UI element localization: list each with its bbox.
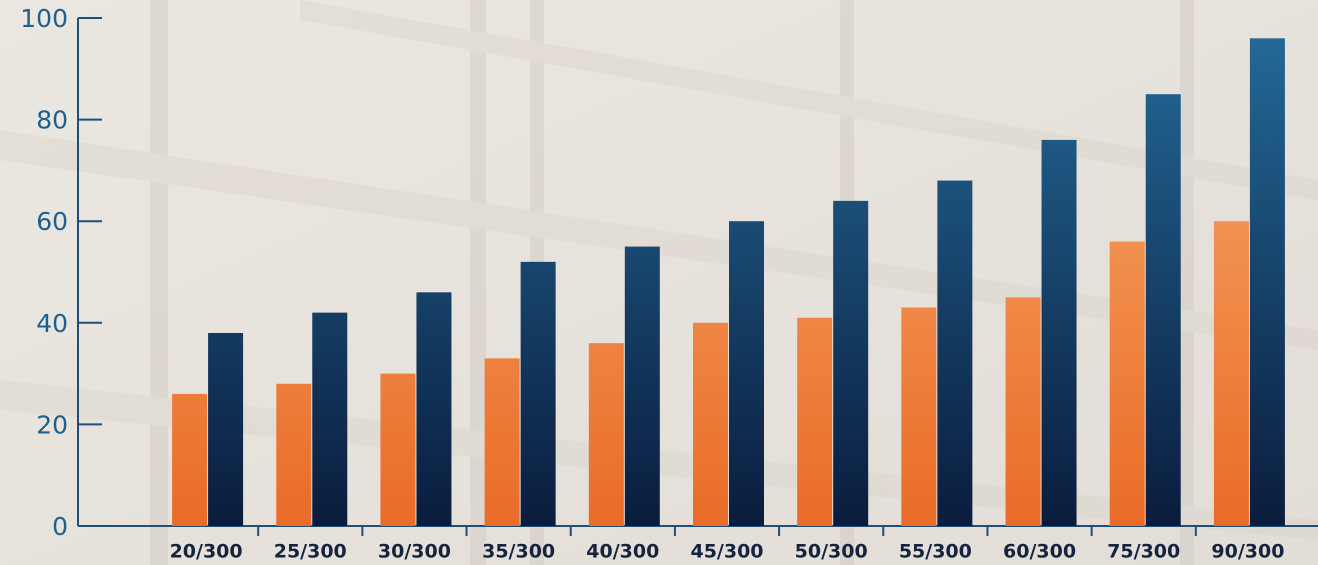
x-tick-label: 30/300 xyxy=(378,541,451,563)
bar xyxy=(208,332,244,526)
y-tick-label: 0 xyxy=(52,512,68,541)
y-tick-label: 80 xyxy=(36,106,68,135)
bar xyxy=(312,312,348,526)
bar xyxy=(1109,241,1145,526)
bar xyxy=(520,261,556,526)
x-tick-label: 90/300 xyxy=(1211,541,1284,563)
x-tick-label: 40/300 xyxy=(586,541,659,563)
bar xyxy=(172,393,208,526)
x-tick-label: 45/300 xyxy=(690,541,763,563)
bar xyxy=(937,180,973,526)
x-tick-label: 20/300 xyxy=(170,541,243,563)
bar xyxy=(588,343,624,526)
x-tick-label: 50/300 xyxy=(795,541,868,563)
bar xyxy=(1041,139,1077,527)
x-tick-label: 35/300 xyxy=(482,541,555,563)
bar xyxy=(833,200,869,526)
bar xyxy=(693,322,728,526)
bar xyxy=(484,358,520,526)
bar xyxy=(416,292,452,526)
bar xyxy=(1005,297,1041,526)
y-tick-label: 100 xyxy=(20,4,68,33)
x-tick-label: 75/300 xyxy=(1107,541,1180,563)
bar xyxy=(276,383,312,526)
y-tick-label: 20 xyxy=(36,410,68,439)
bar xyxy=(729,221,764,526)
bar xyxy=(1249,38,1285,526)
x-tick-label: 60/300 xyxy=(1003,541,1076,563)
bar xyxy=(624,246,660,526)
bar xyxy=(1145,94,1181,526)
x-tick-label: 55/300 xyxy=(899,541,972,563)
x-tick-label: 25/300 xyxy=(274,541,347,563)
y-tick-label: 60 xyxy=(36,207,68,236)
bar xyxy=(797,317,833,526)
bar xyxy=(901,307,937,526)
bar xyxy=(380,373,416,526)
bar xyxy=(1213,221,1249,526)
y-tick-label: 40 xyxy=(36,309,68,338)
